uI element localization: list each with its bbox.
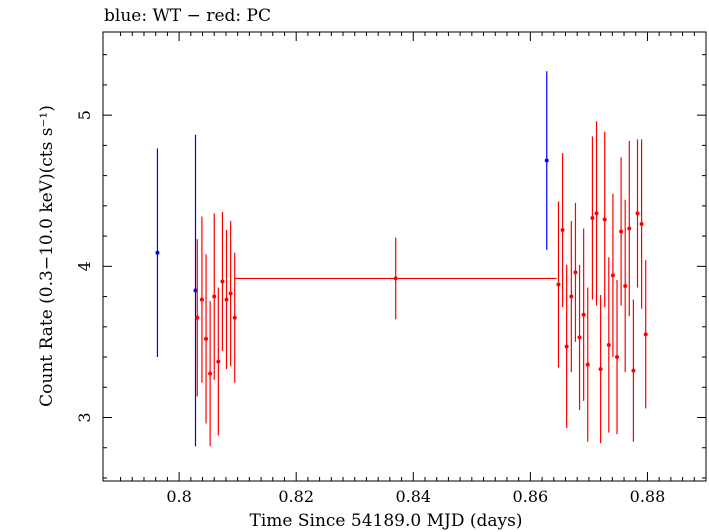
point-marker <box>594 211 599 216</box>
point-marker <box>590 215 595 220</box>
point-marker <box>619 229 624 234</box>
point-marker <box>610 273 615 278</box>
point-marker <box>635 211 640 216</box>
data-point <box>598 295 603 444</box>
point-marker <box>224 297 229 302</box>
data-point <box>193 134 198 447</box>
point-marker <box>602 217 607 222</box>
data-marks <box>155 71 648 447</box>
data-point <box>639 139 644 309</box>
data-point <box>610 193 615 358</box>
point-marker <box>195 315 200 320</box>
data-point <box>199 216 204 383</box>
point-marker <box>598 367 603 372</box>
point-marker <box>193 288 198 293</box>
x-tick-label: 0.88 <box>630 487 666 506</box>
point-marker <box>631 368 636 373</box>
data-point <box>155 148 160 358</box>
data-point <box>544 71 549 250</box>
point-marker <box>204 336 209 341</box>
data-point <box>224 230 229 370</box>
data-point <box>232 252 237 383</box>
point-marker <box>627 226 632 231</box>
plot-frame <box>102 31 707 482</box>
point-marker <box>581 312 586 317</box>
point-marker <box>577 335 582 340</box>
point-marker <box>639 221 644 226</box>
data-point <box>195 239 200 397</box>
data-point <box>627 140 632 317</box>
data-point <box>212 213 217 380</box>
point-marker <box>615 355 620 360</box>
point-marker <box>606 342 611 347</box>
data-point <box>619 157 624 306</box>
y-tick-label: 5 <box>75 110 94 120</box>
data-point <box>577 264 582 410</box>
point-marker <box>573 270 578 275</box>
axis-tick-labels: 0.8 0.82 0.84 0.86 0.88 3 4 5 <box>75 110 665 506</box>
point-marker <box>544 158 549 163</box>
data-point <box>623 199 628 373</box>
point-marker <box>220 279 225 284</box>
data-point <box>569 220 574 373</box>
data-point <box>590 136 595 300</box>
data-point <box>564 264 569 429</box>
data-point <box>560 152 565 308</box>
data-point <box>615 279 620 435</box>
data-point <box>208 301 213 447</box>
point-marker <box>623 283 628 288</box>
data-point <box>635 139 640 288</box>
data-point <box>606 257 611 433</box>
data-point <box>228 220 233 367</box>
point-marker <box>208 371 213 376</box>
data-point <box>594 121 599 306</box>
x-tick-label: 0.8 <box>166 487 191 506</box>
series-wt <box>155 71 549 447</box>
point-marker <box>199 297 204 302</box>
series-pc <box>195 121 648 447</box>
point-marker <box>560 228 565 233</box>
point-marker <box>585 362 590 367</box>
data-point <box>643 260 648 409</box>
point-marker <box>564 344 569 349</box>
data-point <box>216 287 221 436</box>
point-marker <box>216 359 221 364</box>
point-marker <box>232 315 237 320</box>
data-point <box>204 254 209 424</box>
data-point <box>234 237 557 320</box>
x-tick-label: 0.84 <box>395 487 431 506</box>
data-point <box>585 287 590 442</box>
x-axis-label: Time Since 54189.0 MJD (days) <box>250 511 523 531</box>
x-tick-label: 0.82 <box>278 487 314 506</box>
data-point <box>220 211 225 351</box>
data-point <box>581 228 586 401</box>
axis-ticks <box>103 32 707 481</box>
y-axis-label: Count Rate (0.3−10.0 keV)(cts s⁻¹) <box>37 105 57 407</box>
y-tick-label: 4 <box>75 261 94 271</box>
point-marker <box>643 332 648 337</box>
point-marker <box>228 291 233 296</box>
point-marker <box>155 250 160 255</box>
point-marker <box>212 294 217 299</box>
data-point <box>602 131 607 308</box>
x-tick-label: 0.86 <box>513 487 549 506</box>
data-point <box>573 202 578 342</box>
chart-title: blue: WT − red: PC <box>104 6 271 26</box>
point-marker <box>393 276 398 281</box>
point-marker <box>556 282 561 287</box>
data-point <box>556 201 561 368</box>
point-marker <box>569 294 574 299</box>
data-point <box>631 299 636 442</box>
y-tick-label: 3 <box>75 412 94 422</box>
